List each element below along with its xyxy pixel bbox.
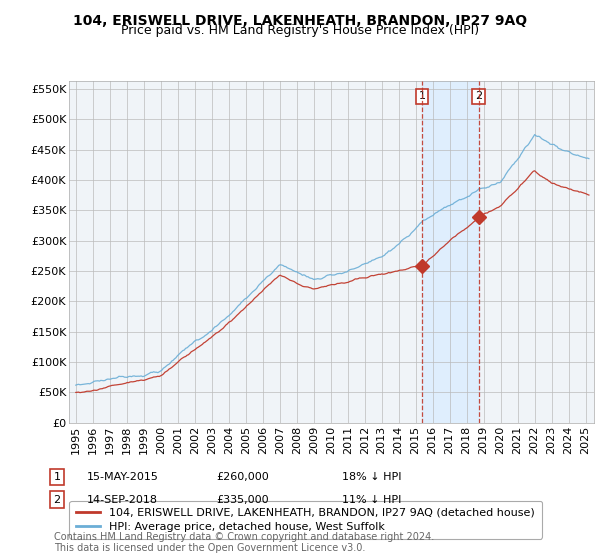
Text: 14-SEP-2018: 14-SEP-2018 bbox=[87, 494, 158, 505]
Text: 18% ↓ HPI: 18% ↓ HPI bbox=[342, 472, 401, 482]
Text: £335,000: £335,000 bbox=[216, 494, 269, 505]
Text: 2: 2 bbox=[53, 494, 61, 505]
Text: 1: 1 bbox=[53, 472, 61, 482]
Text: £260,000: £260,000 bbox=[216, 472, 269, 482]
Legend: 104, ERISWELL DRIVE, LAKENHEATH, BRANDON, IP27 9AQ (detached house), HPI: Averag: 104, ERISWELL DRIVE, LAKENHEATH, BRANDON… bbox=[70, 501, 542, 539]
Text: 104, ERISWELL DRIVE, LAKENHEATH, BRANDON, IP27 9AQ: 104, ERISWELL DRIVE, LAKENHEATH, BRANDON… bbox=[73, 14, 527, 28]
Text: 11% ↓ HPI: 11% ↓ HPI bbox=[342, 494, 401, 505]
Text: Price paid vs. HM Land Registry's House Price Index (HPI): Price paid vs. HM Land Registry's House … bbox=[121, 24, 479, 37]
Text: Contains HM Land Registry data © Crown copyright and database right 2024.
This d: Contains HM Land Registry data © Crown c… bbox=[54, 531, 434, 553]
Bar bbox=[422, 81, 479, 423]
Text: 15-MAY-2015: 15-MAY-2015 bbox=[87, 472, 159, 482]
Text: 2: 2 bbox=[475, 91, 482, 101]
Text: 1: 1 bbox=[418, 91, 425, 101]
